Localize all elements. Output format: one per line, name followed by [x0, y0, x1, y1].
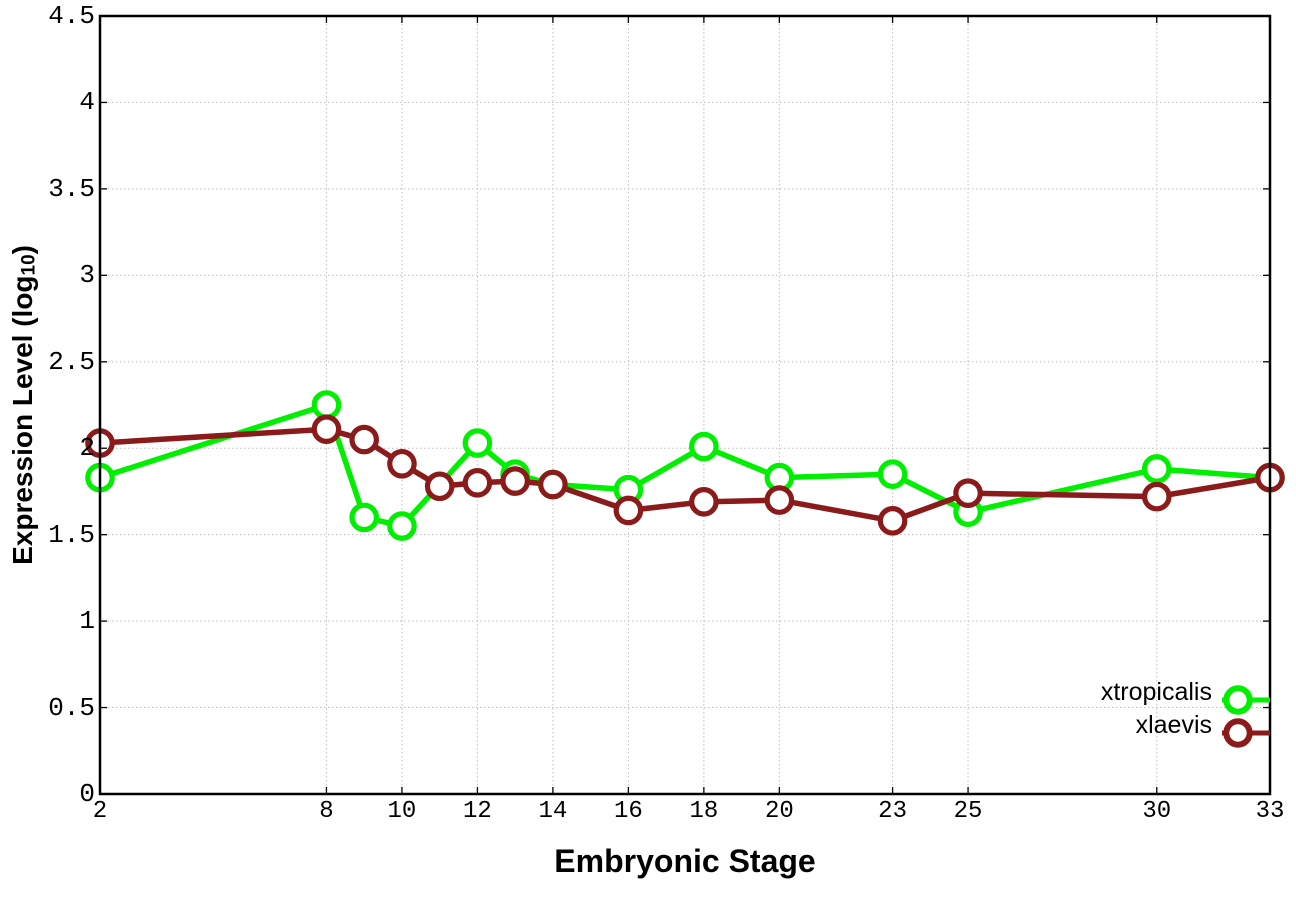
svg-text:xlaevis: xlaevis — [1136, 711, 1212, 739]
svg-text:xtropicalis: xtropicalis — [1101, 678, 1212, 706]
